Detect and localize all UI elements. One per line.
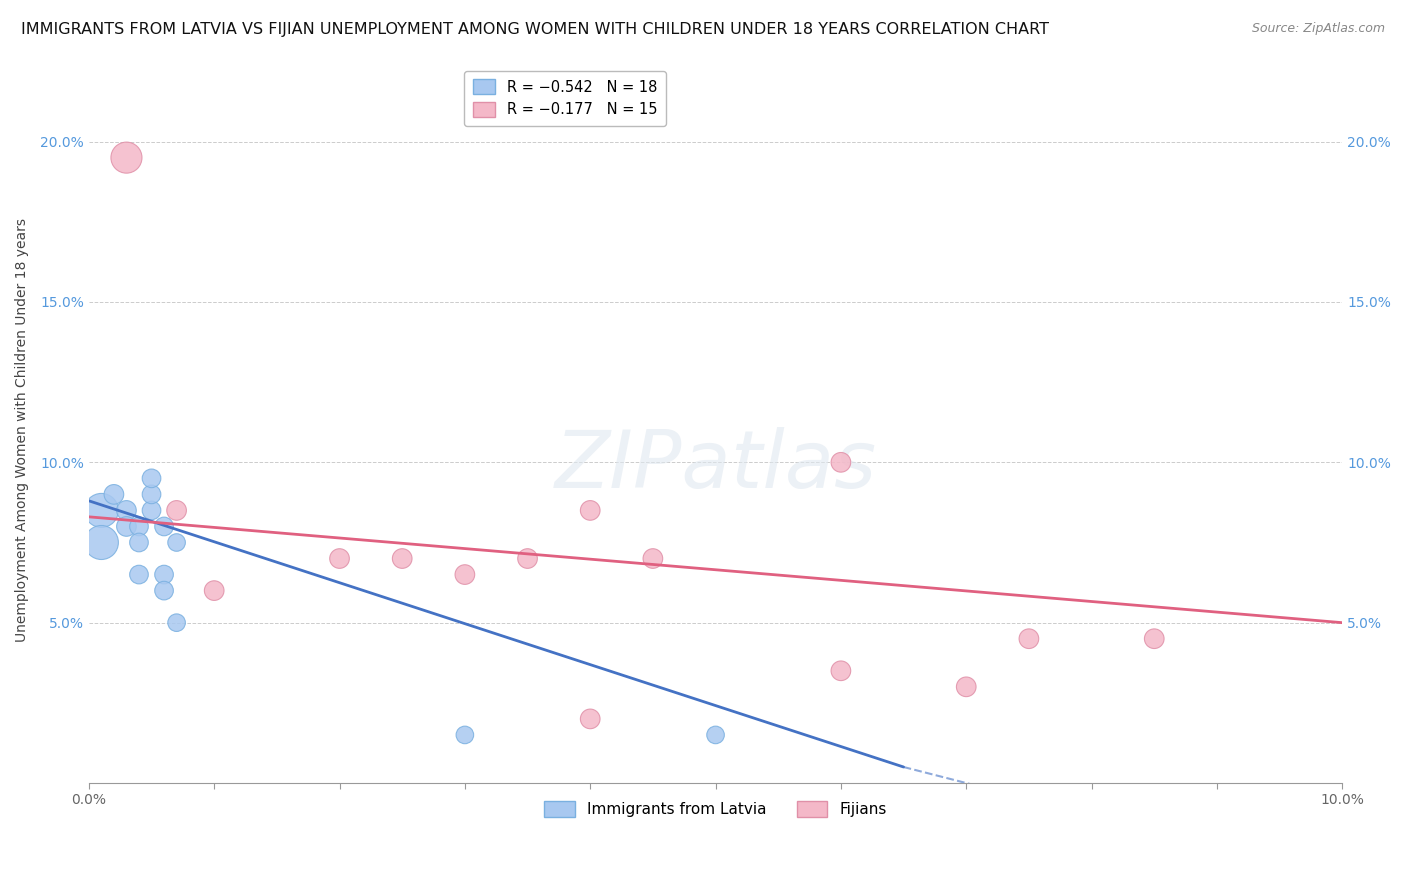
Point	[1018, 632, 1040, 646]
Point	[202, 583, 225, 598]
Point	[166, 615, 188, 630]
Point	[153, 583, 176, 598]
Point	[153, 519, 176, 533]
Point	[704, 728, 727, 742]
Point	[579, 503, 602, 517]
Point	[90, 503, 112, 517]
Point	[955, 680, 977, 694]
Point	[141, 503, 163, 517]
Point	[454, 728, 477, 742]
Point	[454, 567, 477, 582]
Legend: Immigrants from Latvia, Fijians: Immigrants from Latvia, Fijians	[537, 794, 894, 825]
Point	[830, 455, 852, 469]
Point	[103, 487, 125, 501]
Point	[166, 503, 188, 517]
Point	[90, 535, 112, 549]
Point	[153, 567, 176, 582]
Point	[141, 487, 163, 501]
Point	[115, 519, 138, 533]
Point	[128, 567, 150, 582]
Point	[579, 712, 602, 726]
Point	[115, 151, 138, 165]
Point	[1143, 632, 1166, 646]
Point	[128, 535, 150, 549]
Point	[115, 503, 138, 517]
Text: Source: ZipAtlas.com: Source: ZipAtlas.com	[1251, 22, 1385, 36]
Point	[391, 551, 413, 566]
Y-axis label: Unemployment Among Women with Children Under 18 years: Unemployment Among Women with Children U…	[15, 219, 30, 642]
Text: ZIPatlas: ZIPatlas	[554, 426, 876, 505]
Point	[516, 551, 538, 566]
Point	[166, 535, 188, 549]
Point	[141, 471, 163, 485]
Point	[830, 664, 852, 678]
Point	[328, 551, 350, 566]
Point	[641, 551, 664, 566]
Point	[128, 519, 150, 533]
Text: IMMIGRANTS FROM LATVIA VS FIJIAN UNEMPLOYMENT AMONG WOMEN WITH CHILDREN UNDER 18: IMMIGRANTS FROM LATVIA VS FIJIAN UNEMPLO…	[21, 22, 1049, 37]
